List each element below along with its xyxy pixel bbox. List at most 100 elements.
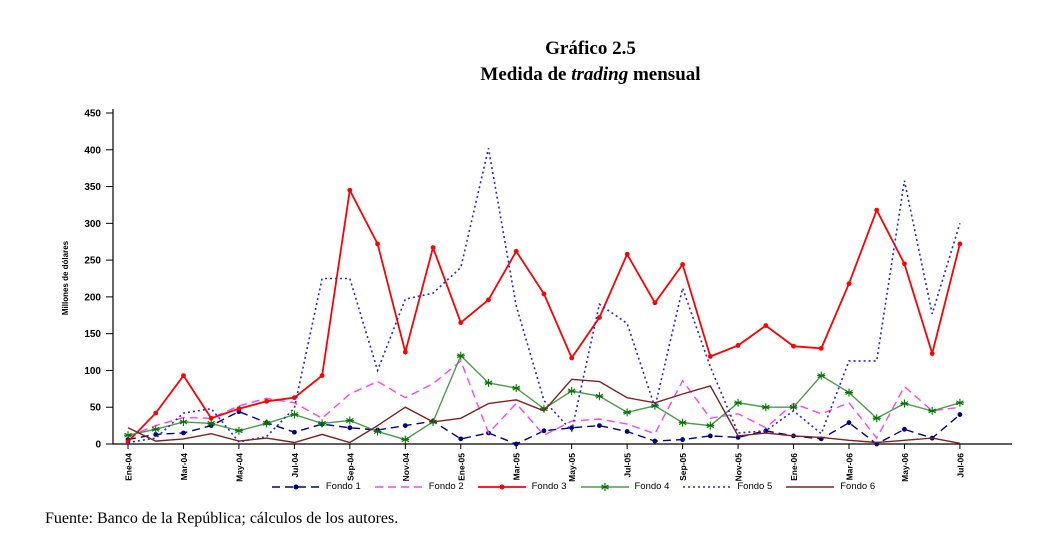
asterisk-marker (456, 351, 465, 360)
x-tick-label: Jul-06 (955, 453, 965, 478)
x-tick-label: Ene-05 (456, 453, 466, 481)
x-tick-label: Sep-05 (678, 453, 688, 481)
asterisk-marker (567, 387, 576, 396)
asterisk-marker (234, 426, 243, 435)
point-marker-fondo-1 (624, 429, 630, 434)
legend-swatch-fondo-4 (580, 482, 629, 491)
point-marker-fondo-3 (902, 261, 907, 267)
legend-label-fondo-3: Fondo 3 (531, 481, 567, 492)
point-marker-fondo-3 (430, 245, 436, 251)
y-tick-label: 150 (84, 329, 101, 340)
y-tick-label: 0 (95, 440, 101, 451)
series-line-fondo-3 (127, 187, 961, 443)
point-marker-fondo-3 (957, 241, 963, 247)
point-marker-fondo-3 (513, 248, 519, 254)
legend-swatch-fondo-3 (477, 484, 526, 489)
legend-label-fondo-2: Fondo 2 (428, 481, 464, 492)
point-marker-fondo-3 (680, 262, 685, 267)
asterisk-marker (595, 392, 604, 401)
legend-label-fondo-5: Fondo 5 (737, 481, 773, 492)
point-marker-fondo-3 (291, 395, 297, 401)
asterisk-marker (706, 421, 715, 430)
point-marker-fondo-3 (402, 349, 408, 355)
legend-label-fondo-1: Fondo 1 (325, 481, 361, 492)
asterisk-marker (761, 403, 770, 412)
x-tick-label: Ene-04 (124, 453, 134, 481)
legend-swatch-fondo-6 (786, 485, 835, 488)
point-marker-fondo-3 (541, 291, 547, 297)
asterisk-marker (124, 431, 132, 440)
point-marker-fondo-1 (957, 412, 963, 417)
point-marker-fondo-1 (513, 441, 519, 447)
chart-legend: Fondo 1 Fondo 2 Fondo 3 Fondo 4 Fondo 5 Fondo… (123, 481, 1023, 492)
asterisk-marker (928, 406, 937, 415)
asterisk-marker (844, 388, 853, 397)
x-tick-label: Mar-06 (844, 453, 854, 481)
chart-title-line1: Gráfico 2.5 (545, 38, 636, 59)
point-marker-fondo-1 (291, 429, 297, 435)
point-marker-fondo-3 (624, 251, 630, 257)
point-marker-fondo-1 (458, 436, 464, 442)
asterisk-marker (179, 417, 188, 426)
legend-swatch-fondo-2 (374, 485, 423, 488)
legend-item-fondo-3: Fondo 3 (477, 481, 567, 492)
point-marker-fondo-1 (846, 420, 852, 426)
x-tick-label: May-04 (234, 453, 244, 482)
asterisk-marker (262, 419, 271, 428)
x-tick-label: Jul-05 (623, 453, 633, 478)
point-marker-fondo-1 (652, 438, 658, 444)
point-marker-fondo-1 (763, 428, 769, 434)
series-line-fondo-2 (127, 359, 960, 440)
asterisk-marker (600, 482, 609, 491)
legend-item-fondo-1: Fondo 1 (271, 481, 361, 492)
point-marker-fondo-3 (818, 345, 824, 351)
legend-item-fondo-2: Fondo 2 (374, 481, 464, 492)
point-marker-fondo-1 (680, 437, 685, 442)
x-tick-label: Nov-04 (401, 453, 411, 482)
x-tick-label: May-06 (900, 453, 910, 482)
legend-swatch-fondo-5 (683, 485, 732, 488)
point-marker-fondo-3 (347, 187, 353, 193)
asterisk-marker (318, 419, 327, 428)
asterisk-marker (151, 425, 160, 434)
y-tick-label: 100 (84, 366, 101, 377)
point-marker-fondo-3 (791, 343, 796, 349)
point-marker-fondo-3 (846, 281, 852, 287)
x-tick-label: Mar-05 (512, 453, 522, 481)
x-tick-label: Ene-06 (789, 453, 799, 481)
asterisk-marker (345, 416, 354, 425)
asterisk-marker (900, 399, 909, 408)
point-marker-fondo-1 (541, 428, 547, 434)
asterisk-marker (678, 418, 687, 427)
x-tick-label: Mar-04 (179, 453, 189, 481)
asterisk-marker (734, 398, 743, 407)
point-marker-fondo-1 (402, 423, 408, 429)
point-marker-fondo-1 (347, 425, 353, 431)
chart-title-italic-word: trading (571, 64, 629, 85)
y-tick-label: 250 (84, 256, 101, 267)
y-tick-label: 350 (84, 182, 101, 193)
point-marker-fondo-1 (181, 430, 186, 436)
y-axis-title: Millones de dólares (61, 240, 70, 315)
point-marker-fondo-3 (652, 300, 658, 306)
point-marker-fondo-3 (735, 343, 741, 348)
asterisk-marker (512, 384, 521, 393)
point-marker-fondo-3 (208, 415, 214, 421)
axis-lines (112, 109, 1012, 445)
x-tick-label: Jul-04 (290, 453, 300, 478)
asterisk-marker (817, 371, 826, 380)
point-marker-fondo-1 (569, 425, 575, 431)
point-marker-fondo-3 (236, 406, 242, 412)
point-marker-fondo-3 (153, 410, 159, 416)
point-marker-fondo-3 (264, 398, 270, 404)
y-tick-label: 300 (84, 219, 101, 230)
point-marker-fondo-1 (707, 433, 713, 439)
source-note: Fuente: Banco de la República; cálculos … (45, 510, 399, 527)
y-tick-label: 450 (84, 109, 101, 120)
point-marker-fondo-3 (597, 315, 602, 320)
point-marker-fondo-3 (458, 320, 464, 326)
asterisk-marker (207, 419, 216, 428)
asterisk-marker (484, 378, 493, 387)
